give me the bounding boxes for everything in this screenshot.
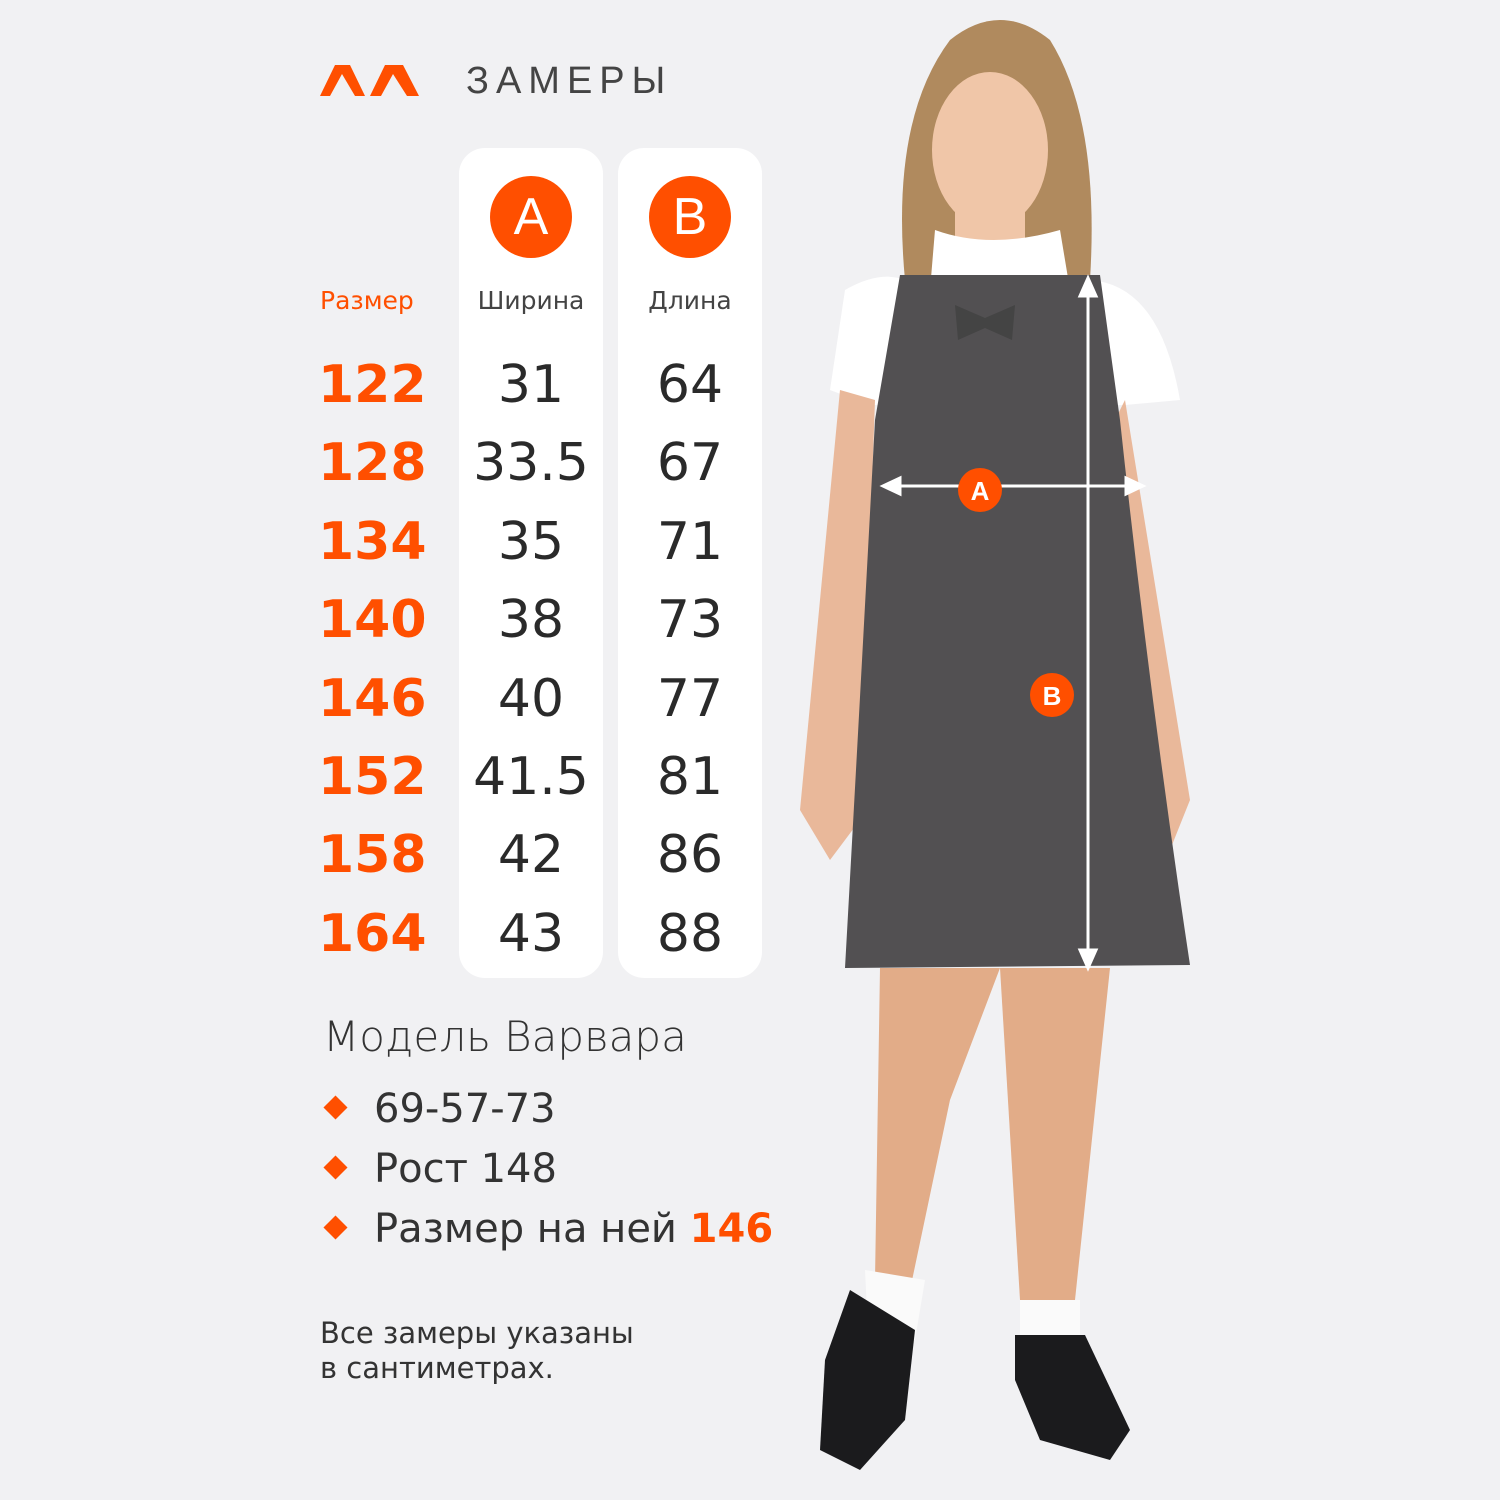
length-cell: 88 — [656, 903, 724, 964]
length-cell: 64 — [656, 355, 724, 415]
marker-a-label: A — [971, 476, 990, 506]
length-cell: 71 — [656, 511, 724, 572]
size-cell: 140 — [318, 590, 427, 651]
model-name: Модель Варвара — [323, 1012, 687, 1061]
length-cell: 73 — [656, 590, 724, 651]
width-column-header: Ширина — [477, 286, 585, 315]
page-title: ЗАМЕРЫ — [466, 60, 673, 102]
width-cell: 42 — [497, 825, 565, 886]
units-note: Все замеры указаны в сантиметрах. — [320, 1316, 634, 1386]
width-cell: 41.5 — [473, 747, 589, 807]
length-cell: 77 — [656, 668, 724, 729]
size-cell: 152 — [318, 747, 427, 807]
length-column-card: B Длина — [618, 148, 762, 978]
note-line: Все замеры указаны — [320, 1316, 634, 1350]
marker-b — [1030, 673, 1074, 717]
width-cell: 38 — [497, 590, 565, 651]
width-cell: 40 — [497, 668, 565, 729]
width-cell: 35 — [497, 511, 565, 572]
model-size-item: Размер на ней 146 — [322, 1205, 773, 1253]
model-height-item: Рост 148 — [322, 1145, 557, 1193]
width-cell: 43 — [497, 903, 565, 964]
model-params: 69-57-73 — [374, 1086, 556, 1132]
size-cell: 128 — [318, 433, 427, 494]
marker-a — [958, 468, 1002, 512]
size-cell: 158 — [318, 825, 427, 886]
marker-b-label: B — [1043, 681, 1062, 711]
badge-a: A — [490, 176, 572, 258]
size-cell: 134 — [318, 511, 427, 572]
size-cell: 164 — [318, 903, 427, 964]
model-photo: A B — [800, 20, 1190, 1470]
length-column-header: Длина — [648, 286, 732, 315]
width-cell: 33.5 — [473, 433, 589, 494]
model-size-value: 146 — [689, 1206, 774, 1252]
length-cell: 81 — [656, 747, 724, 807]
diamond-bullet-icon — [323, 1154, 348, 1180]
width-cell: 31 — [497, 355, 565, 415]
size-cell: 146 — [318, 668, 427, 729]
model-params-item: 69-57-73 — [322, 1085, 556, 1133]
note-line: в сантиметрах. — [320, 1351, 554, 1385]
width-column-card: A Ширина — [459, 148, 603, 978]
size-column-header: Размер — [320, 286, 414, 315]
brand-logo — [320, 65, 419, 96]
length-cell: 86 — [656, 825, 724, 886]
badge-b: B — [649, 176, 731, 258]
model-height: Рост 148 — [374, 1146, 557, 1192]
diamond-bullet-icon — [323, 1094, 348, 1120]
diamond-bullet-icon — [323, 1214, 348, 1240]
size-cell: 122 — [318, 355, 427, 415]
length-cell: 67 — [656, 433, 724, 494]
model-size-label: Размер на ней — [374, 1206, 677, 1252]
